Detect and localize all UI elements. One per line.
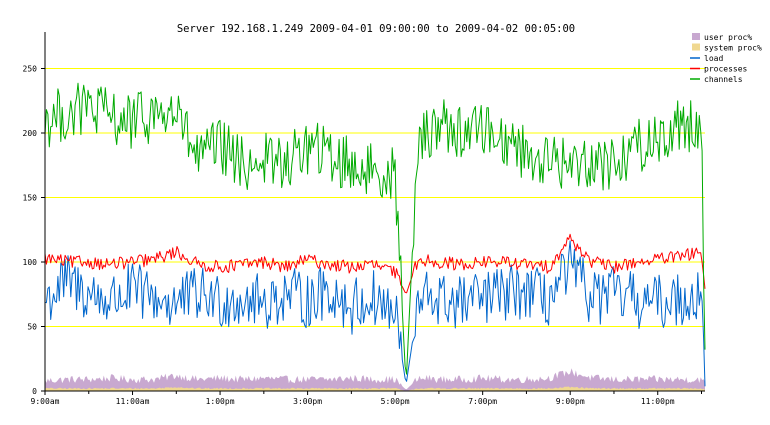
x-tick-label: 3:00pm xyxy=(293,397,322,406)
series-area-user-proc xyxy=(45,368,705,391)
y-tick-label: 150 xyxy=(23,194,38,203)
legend-swatch-system-proc xyxy=(692,43,700,51)
x-tick-label: 11:00am xyxy=(116,397,150,406)
x-tick-label: 7:00pm xyxy=(468,397,497,406)
legend-label-channels: channels xyxy=(704,75,743,84)
legend-swatch-user-proc xyxy=(692,33,700,40)
x-tick-label: 9:00pm xyxy=(556,397,585,406)
y-tick-label: 100 xyxy=(23,258,38,267)
area-series xyxy=(45,368,705,391)
series-line-load xyxy=(44,240,706,387)
x-tick-label: 5:00pm xyxy=(381,397,410,406)
series-line-channels xyxy=(44,82,706,375)
x-ticks: 9:00am 11:00am 1:00pm 3:00pm 5:00pm 7:00pm 9:0… xyxy=(31,391,702,406)
legend-label-processes: processes xyxy=(704,65,748,74)
x-tick-label: 9:00am xyxy=(31,397,60,406)
y-tick-label: 0 xyxy=(32,387,37,396)
series-line-processes xyxy=(44,233,706,294)
legend-label-load: load xyxy=(704,54,723,63)
x-tick-label: 11:00pm xyxy=(641,397,675,406)
line-series xyxy=(44,82,706,387)
legend: user proc% system proc%load processeschann… xyxy=(690,33,762,84)
x-tick-label: 1:00pm xyxy=(206,397,235,406)
series-area-system-proc xyxy=(45,386,705,391)
y-ticks: 0 50 100 150 200 250 xyxy=(23,65,45,396)
y-tick-label: 250 xyxy=(23,65,38,74)
y-tick-label: 200 xyxy=(23,129,38,138)
y-tick-label: 50 xyxy=(27,323,37,332)
legend-label-user-proc: user proc% xyxy=(704,33,752,42)
chart-title: Server 192.168.1.249 2009-04-01 09:00:00… xyxy=(177,23,575,35)
legend-label-system-proc: system proc% xyxy=(704,44,762,53)
